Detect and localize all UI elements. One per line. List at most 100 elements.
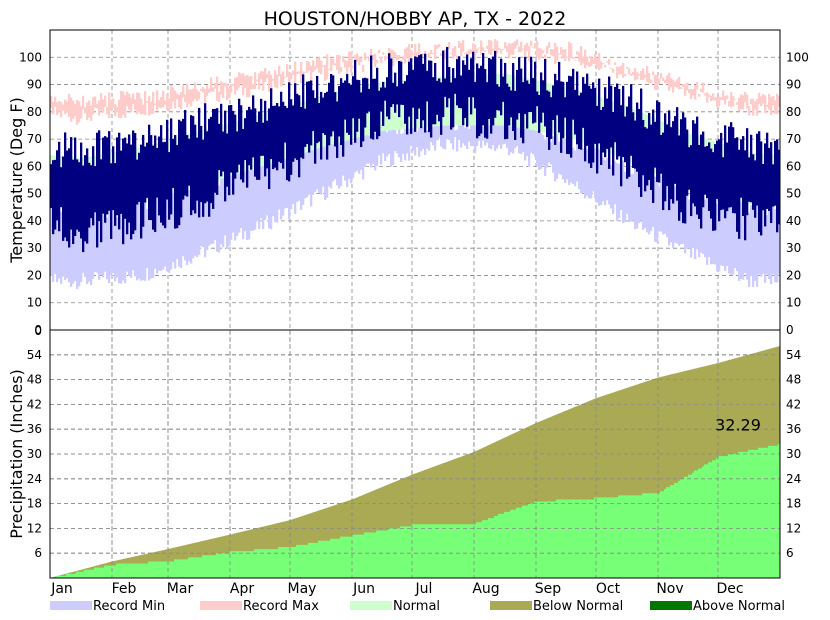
record-max-bar [542, 50, 545, 54]
record-min-bar [356, 128, 359, 171]
record-max-bar [622, 62, 625, 78]
observed-temp-bar [294, 83, 297, 159]
legend-swatch [650, 601, 692, 610]
record-max-bar [236, 76, 239, 91]
record-min-bar [646, 166, 649, 233]
record-min-bar [110, 210, 113, 276]
observed-temp-bar [762, 164, 765, 211]
record-max-bar [50, 95, 53, 109]
observed-temp-bar [248, 106, 251, 166]
record-max-bar [524, 44, 527, 57]
record-min-bar [170, 188, 173, 270]
record-max-bar [714, 97, 717, 101]
observed-temp-bar [368, 88, 371, 112]
record-max-bar [192, 88, 195, 102]
record-min-bar [692, 201, 695, 249]
record-min-bar [746, 200, 749, 280]
record-max-bar [472, 43, 475, 54]
record-max-bar [644, 74, 647, 78]
observed-temp-bar [450, 82, 453, 130]
record-min-bar [210, 173, 213, 245]
record-max-bar [230, 84, 233, 93]
observed-temp-bar [382, 81, 385, 126]
record-min-bar [434, 118, 437, 151]
record-min-bar [230, 175, 233, 240]
temp-axis-label: Temperature (Deg F) [7, 97, 26, 264]
legend-label: Record Max [243, 599, 319, 614]
record-min-bar [428, 126, 431, 151]
record-max-bar [536, 41, 539, 57]
record-min-bar [524, 125, 527, 161]
record-max-bar [704, 93, 707, 96]
legend-label: Record Min [93, 599, 165, 614]
record-min-bar [738, 204, 741, 281]
record-min-bar [256, 164, 259, 222]
record-min-bar [638, 175, 641, 224]
observed-temp-bar [560, 81, 563, 153]
record-min-bar [382, 128, 385, 154]
record-max-bar [206, 85, 209, 97]
observed-temp-bar [274, 105, 277, 168]
observed-temp-bar [346, 74, 349, 133]
record-max-bar [650, 79, 653, 84]
normal-bar [426, 77, 429, 127]
observed-temp-bar [326, 91, 329, 160]
observed-temp-bar [474, 81, 477, 109]
temp-ytick-left: 80 [27, 105, 42, 119]
observed-temp-bar [448, 67, 451, 99]
record-max-bar [722, 90, 725, 101]
record-min-bar [354, 129, 357, 173]
record-max-bar [708, 94, 711, 97]
record-max-bar [482, 47, 485, 52]
record-max-bar [568, 41, 571, 62]
record-max-bar [188, 89, 191, 104]
observed-temp-bar [162, 142, 165, 226]
observed-temp-bar [608, 76, 611, 169]
record-min-bar [620, 171, 623, 210]
record-min-bar [724, 202, 727, 271]
record-max-bar [766, 104, 769, 108]
observed-temp-bar [176, 145, 179, 229]
record-min-bar [306, 139, 309, 198]
record-max-bar [202, 86, 205, 93]
record-min-bar [254, 158, 257, 230]
record-min-bar [558, 141, 561, 174]
observed-temp-bar [494, 50, 497, 118]
record-max-bar [776, 93, 779, 115]
record-max-bar [158, 100, 161, 108]
observed-temp-bar [764, 143, 767, 227]
record-min-bar [666, 178, 669, 238]
record-max-bar [78, 101, 81, 123]
record-min-bar [622, 160, 625, 224]
record-max-bar [288, 72, 291, 89]
record-min-bar [358, 131, 361, 174]
observed-temp-bar [408, 61, 411, 117]
record-max-bar [306, 60, 309, 73]
record-min-bar [242, 161, 245, 240]
record-min-bar [374, 127, 377, 171]
record-max-bar [268, 71, 271, 92]
observed-temp-bar [540, 72, 543, 123]
record-max-bar [562, 49, 565, 59]
observed-temp-bar [182, 118, 185, 200]
record-min-bar [730, 198, 733, 275]
observed-temp-bar [574, 89, 577, 135]
record-min-bar [674, 186, 677, 243]
record-min-bar [444, 123, 447, 150]
observed-temp-bar [68, 148, 71, 248]
record-max-bar [574, 59, 577, 61]
observed-temp-bar [580, 92, 583, 150]
record-max-bar [434, 44, 437, 60]
precip-ytick-right: 12 [786, 521, 801, 535]
record-min-bar [282, 153, 285, 216]
record-max-bar [718, 96, 721, 107]
record-max-bar [118, 99, 121, 118]
observed-temp-bar [626, 106, 629, 179]
record-max-bar [186, 83, 189, 108]
record-min-bar [238, 161, 241, 233]
month-label: Oct [596, 581, 621, 597]
month-label: Dec [716, 581, 743, 597]
observed-temp-bar [500, 58, 503, 116]
record-max-bar [642, 68, 645, 80]
observed-temp-bar [434, 63, 437, 125]
